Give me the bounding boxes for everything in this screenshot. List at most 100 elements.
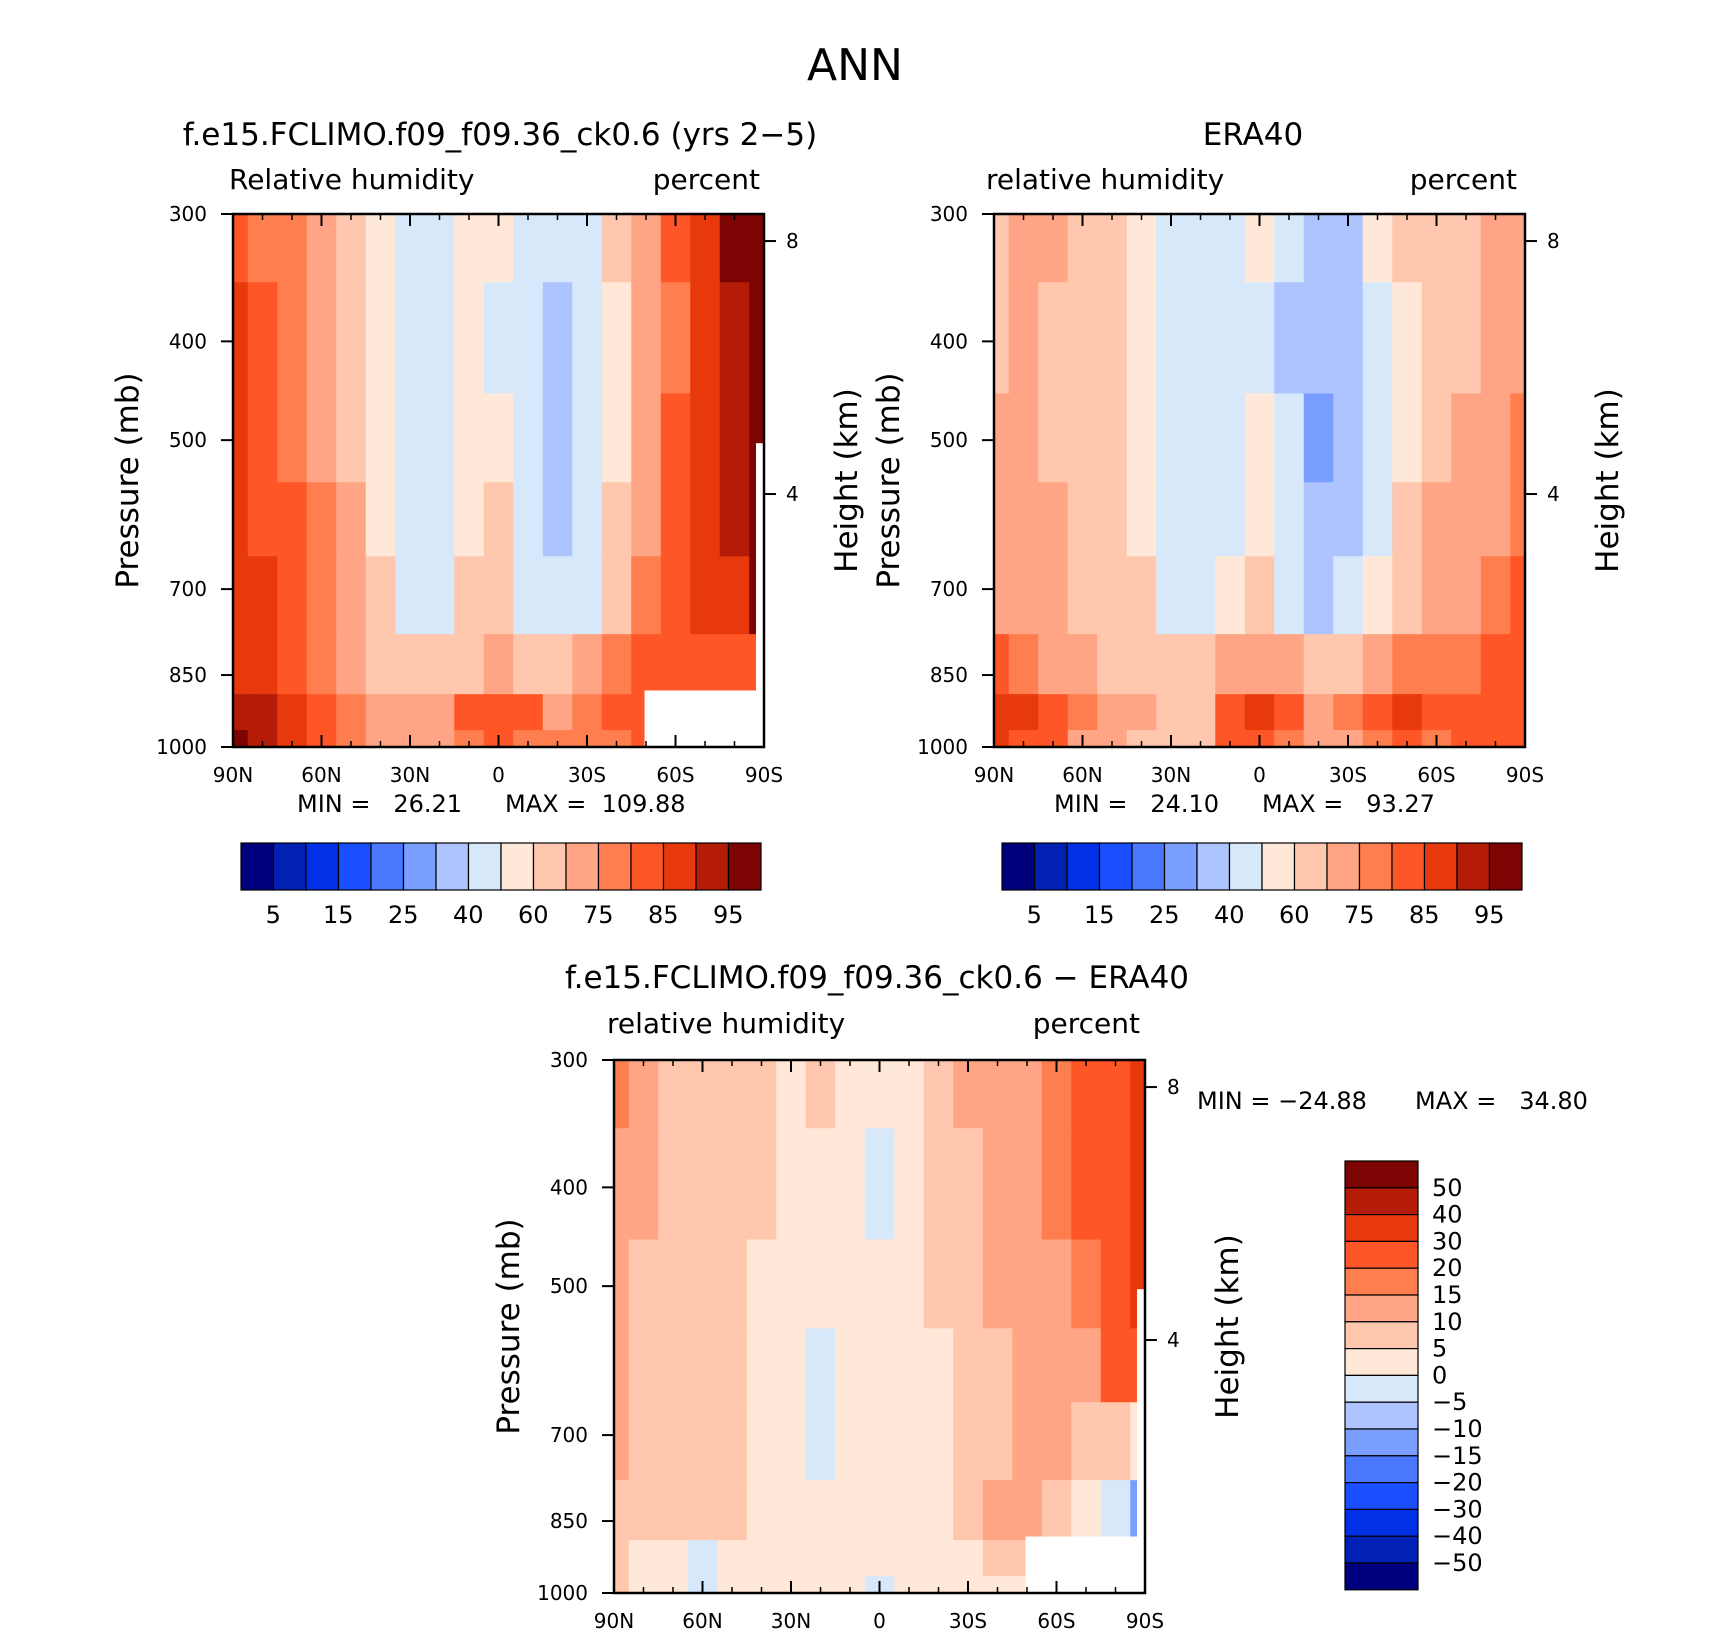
difference-variable-label: relative humidity (607, 1007, 845, 1040)
era40-colorbar-swatch (1163, 842, 1198, 891)
era40-colorbar-swatch (1391, 842, 1426, 891)
model-data-cell (233, 694, 249, 731)
era40-data-cell (1303, 482, 1334, 557)
difference-data-cell (614, 1402, 630, 1481)
era40-y2-axis-title: Height (km) (1590, 388, 1626, 573)
difference-colorbar-label: 50 (1432, 1174, 1463, 1202)
model-x-tick-label: 30S (568, 763, 606, 787)
era40-data-cell (1510, 482, 1526, 557)
era40-y-tick-label: 700 (930, 577, 968, 601)
era40-contour-plot: 90N 60N 30N 0 30S 60S 90S 300 400 500 700 850 1000 8 4… (871, 202, 1626, 787)
model-data-cell (454, 634, 485, 695)
model-data-cell (483, 556, 514, 635)
difference-data-cell (953, 1540, 984, 1577)
era40-colorbar-swatch (1196, 842, 1231, 891)
model-data-cell (306, 556, 337, 635)
era40-data-cell (1421, 694, 1452, 731)
era40-data-cell (1451, 214, 1482, 283)
era40-colorbar-label: 75 (1344, 901, 1375, 929)
era40-panel-title: ERA40 (1203, 117, 1304, 153)
difference-data-cell (628, 1540, 659, 1577)
model-data-cell (483, 694, 514, 731)
model-data-cell (631, 214, 662, 283)
model-colorbar-swatch (305, 842, 340, 891)
model-data-cell (601, 730, 632, 748)
era40-data-cell (1362, 393, 1393, 483)
era40-data-cell (1333, 556, 1364, 635)
difference-data-cell (805, 1128, 836, 1241)
difference-data-cell (746, 1128, 777, 1241)
model-data-cell (660, 482, 691, 557)
difference-data-cell (1012, 1402, 1043, 1481)
model-data-cell (601, 482, 632, 557)
difference-colorbar-swatch (1344, 1535, 1419, 1564)
model-data-cell (660, 393, 691, 483)
model-data-cell (424, 556, 455, 635)
difference-colorbar-swatch (1344, 1455, 1419, 1484)
model-data-cell (542, 556, 573, 635)
era40-data-cell (1480, 634, 1511, 695)
difference-data-cell (894, 1576, 925, 1594)
model-data-cell (542, 393, 573, 483)
era40-data-cell (1451, 482, 1482, 557)
era40-data-cell (1392, 214, 1423, 283)
model-data-cell (424, 393, 455, 483)
difference-data-cell (894, 1480, 925, 1541)
difference-x-tick-label: 0 (873, 1609, 886, 1631)
model-data-cell (719, 282, 750, 395)
difference-data-cell (923, 1128, 954, 1241)
model-data-cell (601, 556, 632, 635)
era40-data-cell (994, 393, 1010, 483)
difference-y-tick-label: 700 (550, 1423, 588, 1447)
era40-data-cell (1156, 556, 1187, 635)
difference-data-cell (1100, 1060, 1131, 1129)
difference-data-cell (953, 1402, 984, 1481)
era40-data-cell (1303, 214, 1334, 283)
model-data-cell (719, 214, 750, 283)
model-data-cell (424, 214, 455, 283)
era40-colorbar-label: 15 (1084, 901, 1115, 929)
model-data-cell (572, 556, 603, 635)
difference-colorbar-swatch (1344, 1240, 1419, 1269)
difference-data-cell (776, 1239, 807, 1329)
model-x-tick-label: 30N (390, 763, 430, 787)
difference-data-cell (982, 1328, 1013, 1403)
model-data-cell (719, 556, 750, 635)
model-data-cell (572, 694, 603, 731)
model-colorbar-swatch (402, 842, 437, 891)
model-data-cell (395, 694, 426, 731)
era40-x-tick-label: 0 (1253, 763, 1266, 787)
model-data-cell (513, 556, 544, 635)
difference-data-cell (717, 1480, 748, 1541)
model-data-cell (365, 393, 396, 483)
difference-data-cell (1100, 1480, 1131, 1541)
model-y2-axis-title: Height (km) (829, 388, 865, 573)
era40-variable-label: relative humidity (986, 163, 1224, 196)
difference-y2-tick-label: 8 (1167, 1075, 1180, 1099)
era40-data-cell (1215, 634, 1246, 695)
model-data-cell (395, 556, 426, 635)
difference-data-cell (1100, 1128, 1131, 1241)
difference-colorbar-swatch (1344, 1294, 1419, 1323)
model-y2-tick-label: 8 (786, 229, 799, 253)
era40-data-cell (1480, 730, 1511, 748)
difference-data-cell (1071, 1328, 1102, 1403)
difference-data-cell (805, 1576, 836, 1594)
difference-data-cell (923, 1480, 954, 1541)
difference-data-cell (658, 1576, 689, 1594)
difference-colorbar-label: 30 (1432, 1227, 1463, 1255)
difference-data-cell (746, 1576, 777, 1594)
era40-data-cell (1274, 634, 1305, 695)
era40-colorbar-swatch (1033, 842, 1068, 891)
model-data-cell (513, 282, 544, 395)
difference-data-cell (614, 1576, 630, 1594)
era40-data-cell (1215, 282, 1246, 395)
era40-data-cell (1126, 634, 1157, 695)
era40-data-cell (1097, 393, 1128, 483)
difference-data-cell (658, 1480, 689, 1541)
difference-data-cell (982, 1239, 1013, 1329)
era40-data-cell (1510, 282, 1526, 395)
difference-data-cell (614, 1128, 630, 1241)
era40-data-cell (1274, 482, 1305, 557)
model-data-cell (336, 393, 367, 483)
